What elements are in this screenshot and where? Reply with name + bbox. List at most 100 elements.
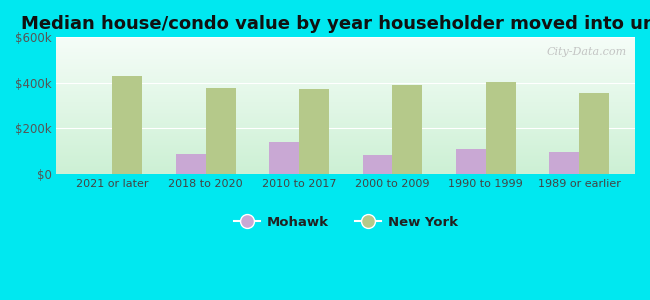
Bar <box>57 165 635 166</box>
Bar <box>57 43 635 44</box>
Bar <box>57 126 635 127</box>
Bar <box>57 61 635 62</box>
Bar <box>112 76 142 174</box>
Bar <box>57 147 635 148</box>
Bar <box>57 159 635 160</box>
Bar <box>57 63 635 64</box>
Bar <box>57 114 635 115</box>
Bar <box>549 152 579 174</box>
Bar <box>57 134 635 135</box>
Bar <box>57 80 635 81</box>
Bar <box>486 82 515 174</box>
Bar <box>57 152 635 153</box>
Bar <box>57 93 635 94</box>
Bar <box>57 153 635 154</box>
Bar <box>57 42 635 43</box>
Bar <box>57 105 635 106</box>
Bar <box>57 44 635 45</box>
Bar <box>57 62 635 63</box>
Bar <box>57 95 635 96</box>
Bar <box>57 113 635 114</box>
Bar <box>57 74 635 75</box>
Bar <box>269 142 299 174</box>
Bar <box>57 137 635 138</box>
Bar <box>57 107 635 108</box>
Bar <box>57 129 635 130</box>
Bar <box>57 71 635 72</box>
Bar <box>299 89 329 174</box>
Bar <box>57 116 635 117</box>
Bar <box>57 90 635 91</box>
Bar <box>57 130 635 131</box>
Bar <box>57 106 635 107</box>
Bar <box>57 52 635 53</box>
Bar <box>57 138 635 139</box>
Bar <box>57 87 635 88</box>
Bar <box>57 119 635 120</box>
Bar <box>57 96 635 97</box>
Bar <box>57 47 635 48</box>
Bar <box>57 57 635 58</box>
Bar <box>57 83 635 84</box>
Bar <box>57 136 635 137</box>
Bar <box>57 171 635 172</box>
Bar <box>57 67 635 68</box>
Bar <box>57 89 635 90</box>
Bar <box>57 140 635 141</box>
Bar <box>57 109 635 110</box>
Bar <box>57 111 635 112</box>
Bar <box>57 158 635 159</box>
Bar <box>57 139 635 140</box>
Bar <box>57 143 635 144</box>
Bar <box>57 101 635 102</box>
Bar <box>57 118 635 119</box>
Bar <box>57 92 635 93</box>
Bar <box>57 97 635 98</box>
Bar <box>57 167 635 168</box>
Bar <box>57 161 635 162</box>
Bar <box>57 145 635 146</box>
Bar <box>57 40 635 41</box>
Bar <box>176 154 206 174</box>
Bar <box>57 173 635 174</box>
Bar <box>57 170 635 171</box>
Bar <box>57 102 635 103</box>
Bar <box>57 112 635 113</box>
Legend: Mohawk, New York: Mohawk, New York <box>228 211 463 234</box>
Bar <box>57 128 635 129</box>
Bar <box>57 110 635 111</box>
Bar <box>57 135 635 136</box>
Bar <box>57 51 635 52</box>
Bar <box>57 132 635 133</box>
Bar <box>57 104 635 105</box>
Bar <box>57 157 635 158</box>
Bar <box>57 142 635 143</box>
Bar <box>57 144 635 145</box>
Bar <box>57 141 635 142</box>
Bar <box>57 103 635 104</box>
Title: Median house/condo value by year householder moved into unit: Median house/condo value by year househo… <box>21 15 650 33</box>
Bar <box>393 85 422 174</box>
Bar <box>57 66 635 67</box>
Bar <box>57 75 635 76</box>
Bar <box>57 60 635 61</box>
Bar <box>363 155 393 174</box>
Bar <box>57 151 635 152</box>
Bar <box>57 100 635 101</box>
Bar <box>57 85 635 86</box>
Bar <box>57 149 635 150</box>
Bar <box>579 93 609 174</box>
Bar <box>57 162 635 163</box>
Bar <box>57 41 635 42</box>
Bar <box>57 156 635 157</box>
Bar <box>57 50 635 51</box>
Bar <box>57 108 635 109</box>
Bar <box>57 69 635 70</box>
Bar <box>57 164 635 165</box>
Bar <box>57 45 635 46</box>
Bar <box>57 148 635 149</box>
Bar <box>57 68 635 69</box>
Bar <box>57 115 635 116</box>
Bar <box>57 88 635 89</box>
Bar <box>57 117 635 118</box>
